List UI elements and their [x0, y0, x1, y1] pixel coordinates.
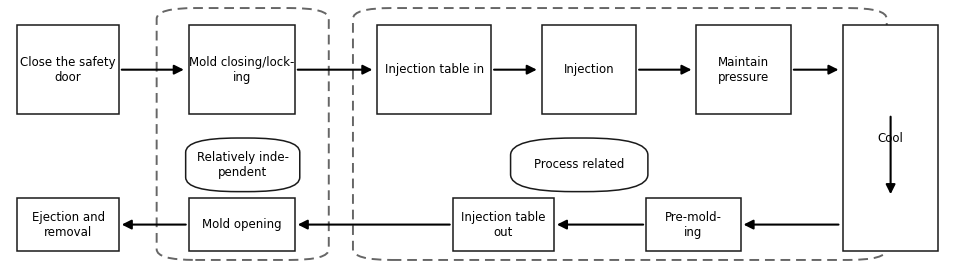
FancyBboxPatch shape: [696, 25, 791, 114]
Text: Cool: Cool: [878, 132, 903, 145]
Text: Injection: Injection: [564, 63, 614, 76]
Text: Ejection and
removal: Ejection and removal: [32, 211, 104, 239]
FancyBboxPatch shape: [17, 25, 119, 114]
Text: Relatively inde-
pendent: Relatively inde- pendent: [196, 151, 289, 179]
Text: Injection table in: Injection table in: [385, 63, 484, 76]
FancyBboxPatch shape: [186, 138, 300, 192]
Text: Maintain
pressure: Maintain pressure: [718, 56, 769, 84]
FancyBboxPatch shape: [542, 25, 636, 114]
FancyBboxPatch shape: [453, 198, 554, 251]
FancyBboxPatch shape: [189, 198, 295, 251]
FancyBboxPatch shape: [843, 25, 938, 251]
FancyBboxPatch shape: [646, 198, 741, 251]
Text: Mold opening: Mold opening: [202, 218, 281, 231]
Text: Pre-mold-
ing: Pre-mold- ing: [665, 211, 721, 239]
FancyBboxPatch shape: [189, 25, 295, 114]
Text: Injection table
out: Injection table out: [461, 211, 545, 239]
Text: Mold closing/lock-
ing: Mold closing/lock- ing: [190, 56, 294, 84]
Text: Process related: Process related: [534, 158, 625, 171]
FancyBboxPatch shape: [17, 198, 119, 251]
FancyBboxPatch shape: [377, 25, 491, 114]
FancyBboxPatch shape: [511, 138, 648, 192]
Text: Close the safety
door: Close the safety door: [20, 56, 116, 84]
